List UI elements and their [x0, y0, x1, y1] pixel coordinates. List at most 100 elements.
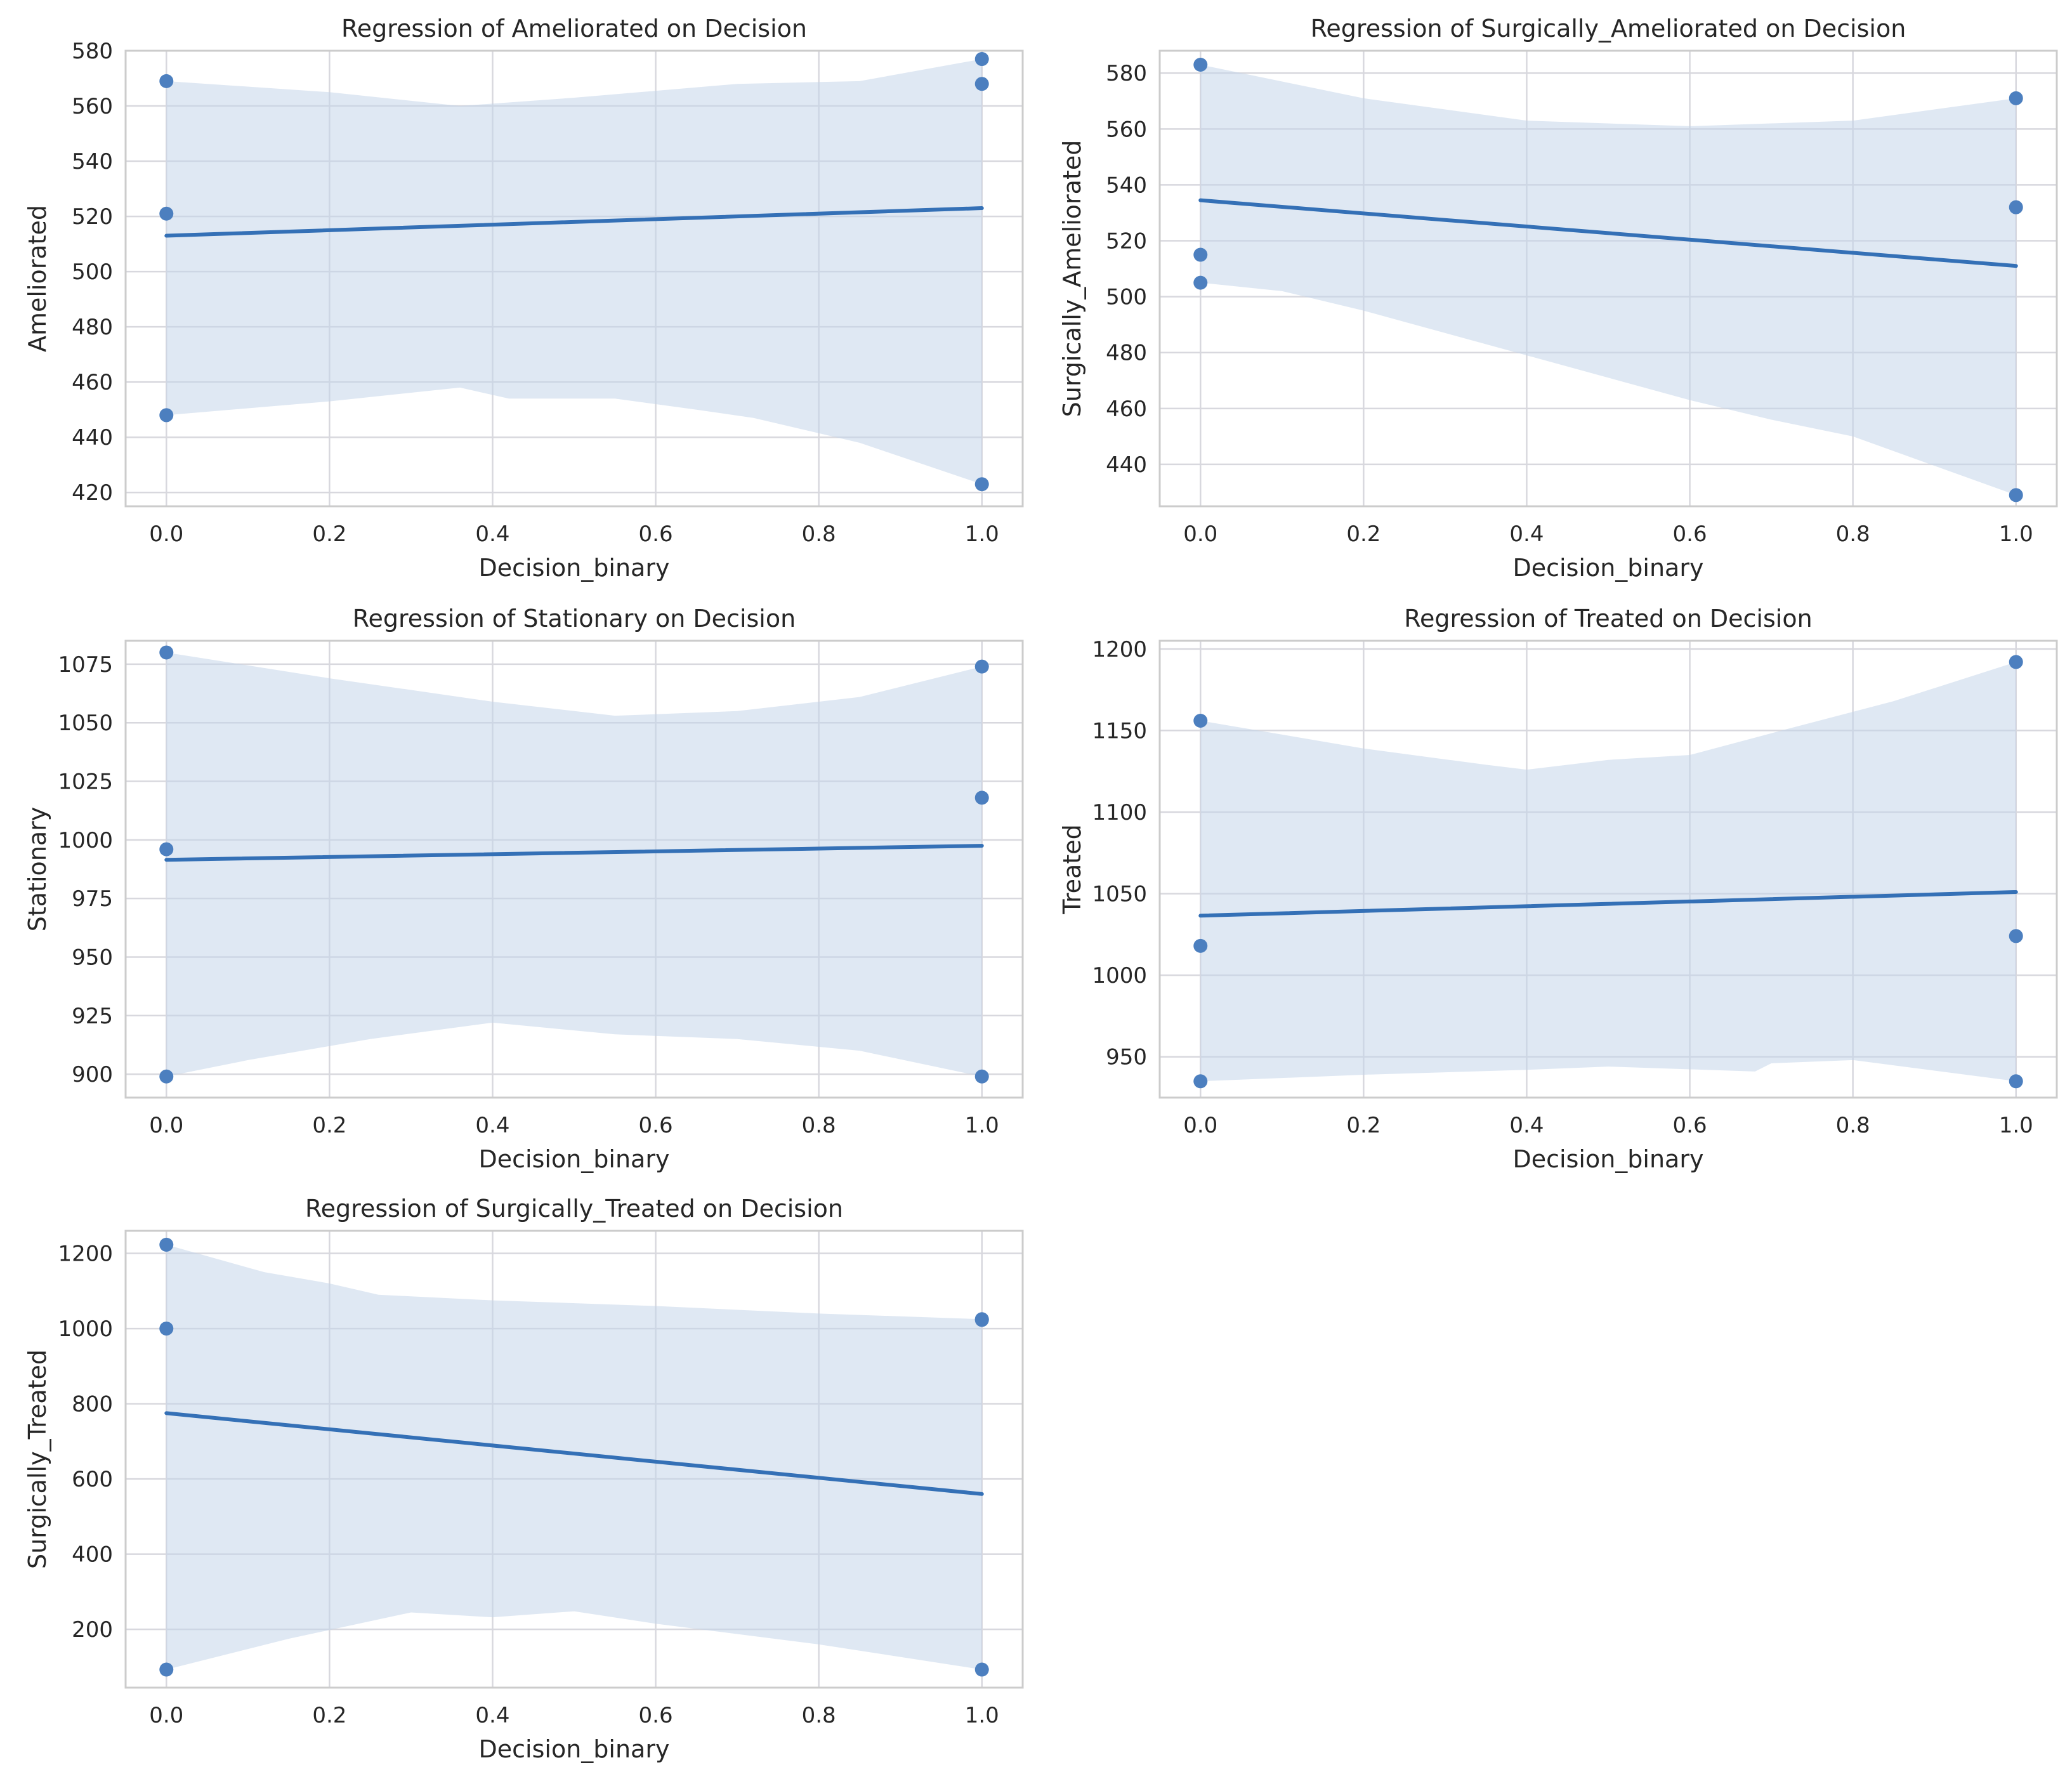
y-tick-label: 1075 [58, 652, 113, 678]
data-point [159, 74, 174, 88]
x-tick-label: 0.4 [1509, 1113, 1544, 1138]
x-tick-label: 0.6 [639, 522, 673, 547]
data-point [1193, 938, 1208, 953]
regression-line [164, 844, 984, 862]
y-tick-label: 480 [72, 315, 113, 340]
x-tick-label: 0.2 [1346, 522, 1380, 547]
y-tick-label: 500 [1106, 285, 1147, 310]
confidence-band [166, 59, 982, 485]
x-tick-label: 1.0 [965, 522, 999, 547]
x-tick-label: 0.6 [639, 1113, 673, 1138]
x-tick-label: 0.2 [1346, 1113, 1380, 1138]
x-tick-label: 0.0 [1183, 1113, 1217, 1138]
y-tick-label: 1000 [58, 828, 113, 853]
chart-title: Regression of Surgically_Ameliorated on … [1311, 15, 1906, 43]
data-point [2009, 929, 2023, 943]
y-tick-label: 560 [72, 94, 113, 119]
y-tick-label: 460 [72, 370, 113, 395]
chart-panel-4: 0.0 0.2 0.4 0.6 0.8 1.0 950 1000 1050 1100 1150 120… [1058, 605, 2058, 1173]
x-tick-label: 0.8 [802, 1113, 836, 1138]
y-tick-label: 1100 [1092, 800, 1147, 825]
y-tick-label: 1150 [1092, 718, 1147, 744]
data-point [974, 52, 989, 67]
data-point [974, 477, 989, 492]
x-tick-label: 0.6 [1673, 1113, 1707, 1138]
x-tick-label: 1.0 [1999, 522, 2033, 547]
data-point [159, 645, 174, 660]
regression-line [164, 206, 984, 238]
y-tick-label: 520 [1106, 229, 1147, 254]
data-point [2009, 655, 2023, 669]
data-point [2009, 488, 2023, 502]
data-point [2009, 1074, 2023, 1089]
y-tick-label: 950 [1106, 1045, 1147, 1070]
y-tick-label: 975 [72, 886, 113, 912]
data-point [2009, 200, 2023, 214]
y-tick-label: 440 [72, 425, 113, 450]
chart-panel-3: 0.0 0.2 0.4 0.6 0.8 1.0 900 925 950 975 1000 1025 10… [23, 605, 1024, 1173]
y-tick-label: 540 [1106, 173, 1147, 198]
y-tick-label: 1000 [58, 1316, 113, 1342]
y-tick-label: 580 [1106, 61, 1147, 86]
y-tick-label: 420 [72, 480, 113, 506]
x-axis-label: Decision_binary [1513, 1145, 1704, 1173]
y-tick-label: 600 [72, 1467, 113, 1492]
y-tick-label: 200 [72, 1617, 113, 1643]
x-tick-label: 0.6 [1673, 522, 1707, 547]
x-tick-label: 0.8 [802, 522, 836, 547]
y-axis-label: Treated [1058, 824, 1086, 914]
data-point [974, 1313, 989, 1327]
x-axis-label: Decision_binary [479, 1145, 670, 1173]
y-tick-label: 1050 [58, 711, 113, 736]
y-axis-label: Surgically_Treated [23, 1349, 51, 1569]
plot-frame [124, 49, 1024, 508]
chart-panel-1: 0.0 0.2 0.4 0.6 0.8 1.0 420 440 460 480 500 520 540 5… [23, 15, 1024, 582]
data-point [1193, 714, 1208, 728]
x-tick-label: 1.0 [965, 1113, 999, 1138]
y-tick-label: 540 [72, 149, 113, 174]
x-tick-label: 0.2 [312, 1113, 346, 1138]
chart-panel-5: 0.0 0.2 0.4 0.6 0.8 1.0 200 400 600 800 1000 1200 Re… [23, 1195, 1024, 1763]
data-point [1193, 247, 1208, 262]
x-axis-label: Decision_binary [479, 554, 670, 582]
y-tick-label: 1000 [1092, 963, 1147, 988]
data-point [974, 77, 989, 91]
confidence-band [1200, 662, 2016, 1082]
y-tick-label: 500 [72, 259, 113, 285]
x-tick-label: 0.0 [149, 522, 183, 547]
y-tick-label: 950 [72, 945, 113, 970]
confidence-band [166, 652, 982, 1077]
data-point [974, 1662, 989, 1677]
x-tick-label: 0.0 [149, 1703, 183, 1728]
x-tick-label: 0.8 [1836, 522, 1870, 547]
x-tick-label: 0.8 [802, 1703, 836, 1728]
y-tick-label: 1200 [58, 1242, 113, 1267]
y-tick-label: 480 [1106, 341, 1147, 366]
y-tick-label: 580 [72, 39, 113, 64]
data-point [159, 1322, 174, 1336]
y-tick-label: 400 [72, 1542, 113, 1568]
x-tick-label: 0.2 [312, 522, 346, 547]
confidence-band [166, 1244, 982, 1670]
x-tick-label: 1.0 [965, 1703, 999, 1728]
regression-line [1198, 890, 2018, 918]
x-tick-label: 0.4 [475, 1113, 509, 1138]
x-axis-label: Decision_binary [1513, 554, 1704, 582]
chart-title: Regression of Treated on Decision [1404, 605, 1812, 633]
y-tick-label: 900 [72, 1062, 113, 1087]
data-point [159, 408, 174, 423]
confidence-band [1200, 65, 2016, 496]
chart-panel-2: 0.0 0.2 0.4 0.6 0.8 1.0 440 460 480 500 520 540 560 5… [1058, 15, 2058, 582]
y-tick-label: 800 [72, 1392, 113, 1417]
data-point [159, 206, 174, 221]
y-tick-label: 925 [72, 1004, 113, 1029]
x-tick-label: 0.8 [1836, 1113, 1870, 1138]
y-tick-label: 1025 [58, 770, 113, 795]
data-point [159, 1069, 174, 1084]
plot-frame [1158, 640, 2058, 1099]
plot-frame [124, 1230, 1024, 1689]
data-point [159, 1662, 174, 1677]
x-tick-label: 0.4 [475, 1703, 509, 1728]
y-tick-label: 1200 [1092, 637, 1147, 662]
